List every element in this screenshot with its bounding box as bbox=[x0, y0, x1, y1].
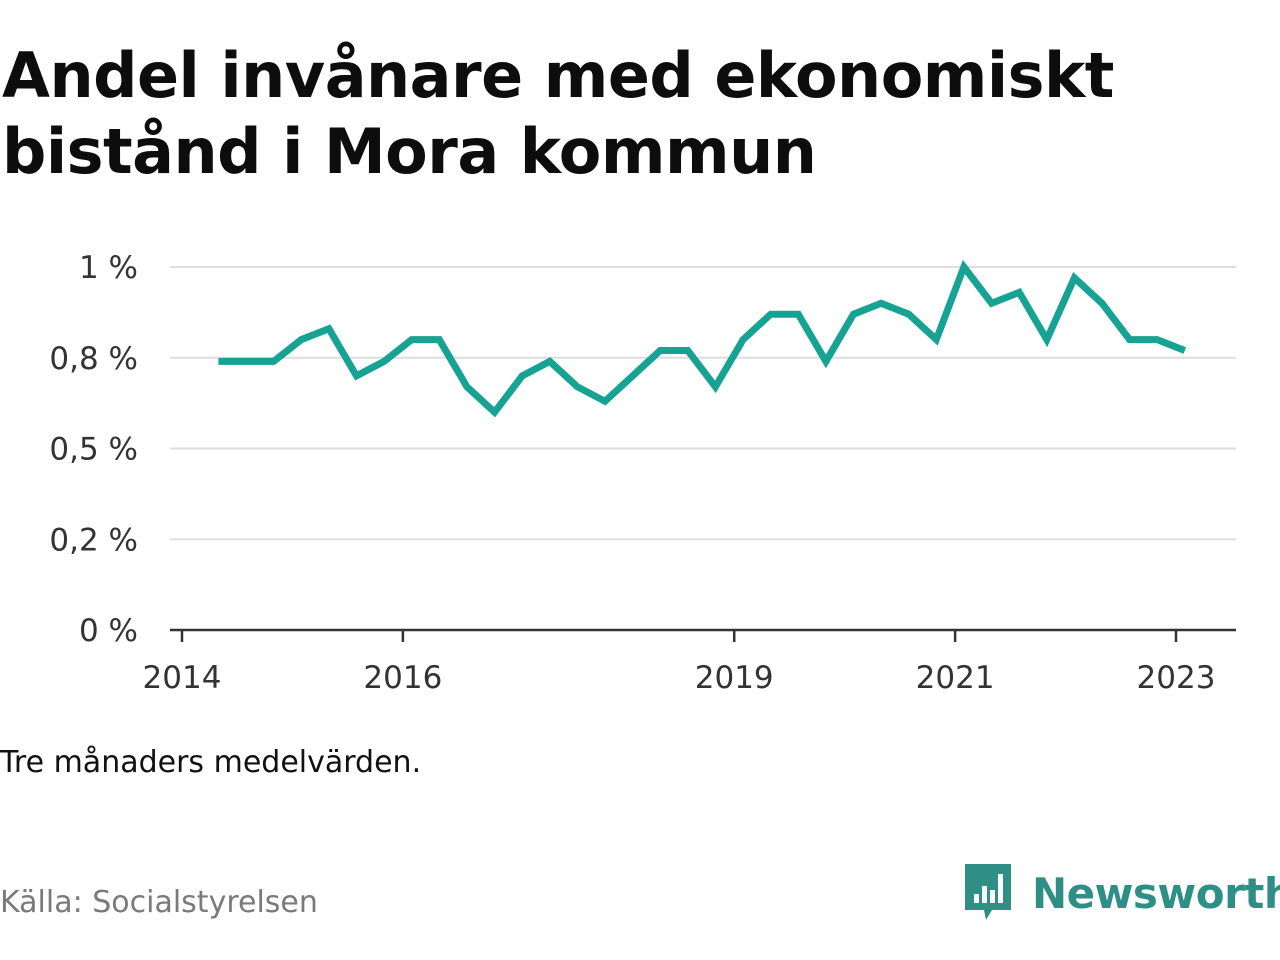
gridlines bbox=[170, 266, 1236, 541]
y-tick-label: 0 % bbox=[79, 613, 138, 649]
chart-note: Tre månaders medelvärden. bbox=[0, 745, 422, 780]
brand-logo[interactable]: Newsworthy bbox=[962, 862, 1280, 924]
series-line bbox=[218, 259, 1187, 418]
y-tick-label: 1 % bbox=[79, 250, 138, 286]
chart-title: Andel invånare med ekonomiskt bistånd i … bbox=[2, 39, 1114, 188]
brand-name: Newsworthy bbox=[1032, 868, 1280, 918]
series bbox=[218, 259, 1187, 418]
x-tick-label: 2016 bbox=[363, 660, 442, 696]
line-chart: 0 %0,2 %0,5 %0,8 %1 % 2014 2016 2019 2021 20… bbox=[49, 250, 1236, 696]
x-tick-label: 2023 bbox=[1137, 660, 1216, 696]
x-tick-label: 2019 bbox=[695, 660, 774, 696]
x-axis-labels: 2014 2016 2019 2021 2023 bbox=[143, 660, 1216, 696]
y-tick-label: 0,5 % bbox=[49, 432, 138, 468]
x-tick-label: 2014 bbox=[143, 660, 222, 696]
y-tick-label: 0,2 % bbox=[49, 522, 138, 558]
source-text: Källa: Socialstyrelsen bbox=[0, 885, 318, 920]
x-tick-label: 2021 bbox=[916, 660, 995, 696]
y-axis-labels: 0 % 0,2 % 0,5 % 0,8 % 1 % bbox=[49, 250, 138, 649]
y-tick-label: 0,8 % bbox=[49, 341, 138, 377]
x-axis bbox=[170, 628, 1236, 642]
newsworthy-logo-icon bbox=[965, 864, 1011, 920]
